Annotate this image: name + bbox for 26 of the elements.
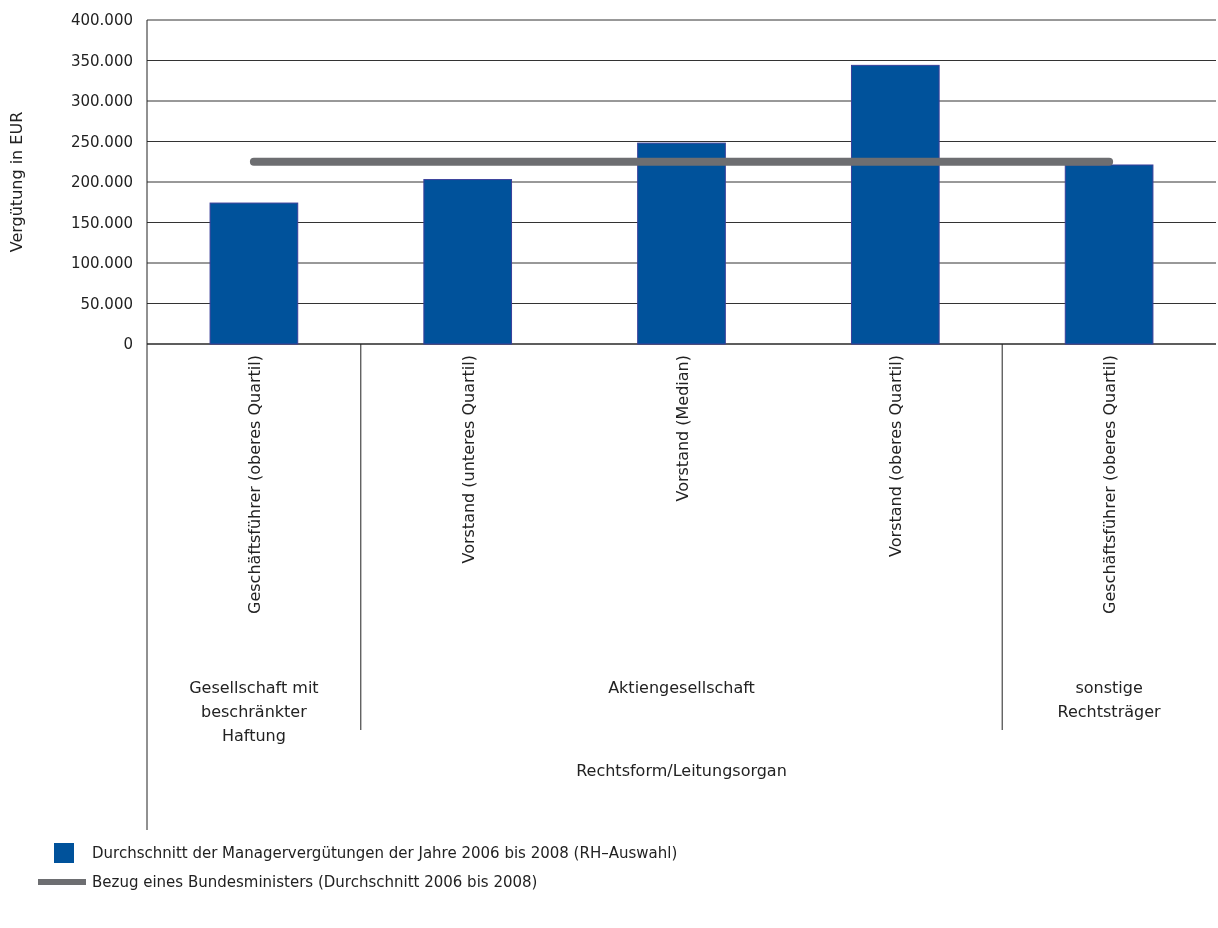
x-tick-label: Geschäftsführer (oberes Quartil) [244,355,264,614]
bar [850,64,940,345]
x-tick-label: Vorstand (Median) [672,355,692,502]
x-tick-label: Vorstand (oberes Quartil) [886,355,906,557]
x-tick-label: Vorstand (unteres Quartil) [458,355,478,564]
y-tick-label: 250.000 [70,132,133,151]
legend-label: Durchschnitt der Managervergütungen der Jahre 2006 bis 2008 (RH–Auswahl) [92,844,678,862]
bar [423,179,513,345]
x-tick-label: Geschäftsführer (oberes Quartil) [1100,355,1120,614]
y-tick-label: 100.000 [70,254,133,273]
text: Gesellschaft mit beschränkter Haftung [189,678,319,745]
y-tick-label: 50.000 [80,294,133,313]
text: Rechtsform/Leitungsorgan [576,761,787,780]
legend-label: Bezug eines Bundesministers (Durchschnitt 2006 bis 2008) [92,873,538,891]
y-tick-label: 400.000 [70,11,133,30]
y-axis-title: Vergütung in EUR [7,111,26,253]
y-tick-label: 0 [123,335,133,354]
text: Aktiengesellschaft [608,678,755,697]
y-tick-label: 200.000 [70,173,133,192]
bar [1064,164,1154,345]
y-tick-label: 300.000 [70,92,133,111]
bar [637,142,726,345]
y-tick-label: 350.000 [70,51,133,70]
text: sonstige Rechtsträger [1057,678,1162,721]
bar [209,202,299,345]
y-tick-label: 150.000 [70,213,133,232]
